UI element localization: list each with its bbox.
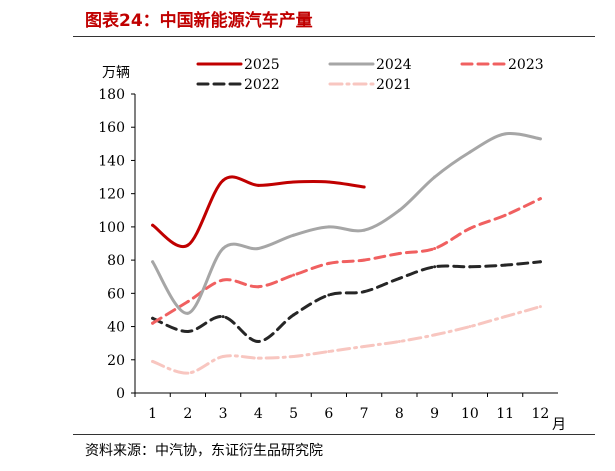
data-point-2022: [186, 330, 190, 334]
legend-label-2024: 2024: [376, 57, 412, 73]
data-point-2021: [468, 325, 472, 329]
data-point-2021: [327, 349, 331, 353]
source-note: 资料来源：中汽协，东证衍生品研究院: [85, 443, 323, 459]
y-tick-label: 40: [107, 320, 125, 336]
data-point-2023: [397, 251, 401, 255]
title-rule: [73, 36, 595, 37]
y-tick-label: 180: [98, 87, 125, 103]
y-tick-label: 140: [98, 153, 125, 169]
legend-label-2022: 2022: [244, 77, 280, 93]
data-point-2021: [221, 354, 225, 358]
data-point-2021: [397, 340, 401, 344]
y-axis-unit-label: 万辆: [102, 65, 130, 81]
data-point-2022: [468, 265, 472, 269]
data-point-2024: [256, 246, 260, 250]
y-tick-label: 0: [116, 386, 125, 402]
data-point-2022: [327, 293, 331, 297]
x-tick-label: 3: [219, 406, 228, 422]
figure-title: 图表24：中国新能源汽车产量: [85, 11, 313, 31]
legend-label-2021: 2021: [376, 77, 412, 93]
data-point-2023: [186, 300, 190, 304]
data-point-2024: [538, 137, 542, 141]
data-point-2023: [503, 213, 507, 217]
series-layer: [151, 131, 542, 375]
x-tick-label: 2: [183, 406, 192, 422]
x-tick-label: 10: [461, 406, 479, 422]
legend-label-2025: 2025: [244, 57, 280, 73]
x-tick-label: 9: [430, 406, 439, 422]
data-point-2024: [397, 208, 401, 212]
data-point-2024: [433, 175, 437, 179]
data-point-2022: [151, 316, 155, 320]
series-line-2023: [151, 197, 542, 325]
y-tick-label: 120: [98, 187, 125, 203]
data-point-2021: [292, 354, 296, 358]
data-point-2025: [292, 180, 296, 184]
chart-legend: 2025 2024 2023 2022 2021: [196, 57, 544, 93]
data-point-2023: [292, 273, 296, 277]
data-point-2022: [292, 313, 296, 317]
x-axis-unit-label: 月: [552, 417, 566, 433]
y-tick-label: 100: [98, 220, 125, 236]
source-rule: [73, 434, 595, 435]
x-tick-label: 6: [324, 406, 333, 422]
data-point-2022: [221, 315, 225, 319]
data-point-2024: [292, 233, 296, 237]
data-point-2025: [256, 183, 260, 187]
y-tick-label: 60: [107, 286, 125, 302]
x-tick-label: 4: [254, 406, 263, 422]
data-point-2022: [538, 260, 542, 264]
y-tick-label: 20: [107, 353, 125, 369]
data-point-2023: [433, 246, 437, 250]
series-line-2021: [151, 305, 542, 375]
data-point-2025: [362, 185, 366, 189]
x-tick-label: 1: [148, 406, 157, 422]
x-tick-label: 7: [360, 406, 369, 422]
y-tick-label: 160: [98, 120, 125, 136]
data-point-2022: [397, 276, 401, 280]
data-point-2021: [151, 359, 155, 363]
data-point-2025: [186, 243, 190, 247]
data-point-2022: [503, 263, 507, 267]
series-line-2022: [151, 260, 542, 344]
x-tick-label: 5: [289, 406, 298, 422]
data-point-2023: [362, 258, 366, 262]
data-point-2025: [221, 178, 225, 182]
data-point-2021: [186, 371, 190, 375]
data-point-2024: [186, 311, 190, 315]
x-tick-label: 11: [496, 406, 514, 422]
data-point-2023: [327, 261, 331, 265]
data-point-2021: [433, 333, 437, 337]
data-point-2024: [327, 225, 331, 229]
data-point-2023: [256, 285, 260, 289]
page-edge: [606, 20, 615, 440]
data-point-2024: [468, 150, 472, 154]
data-point-2023: [221, 278, 225, 282]
series-line-2025: [151, 175, 366, 249]
data-point-2025: [327, 180, 331, 184]
data-point-2023: [468, 227, 472, 231]
data-point-2023: [538, 197, 542, 201]
data-point-2024: [362, 228, 366, 232]
data-point-2024: [503, 132, 507, 136]
data-point-2023: [151, 321, 155, 325]
data-point-2024: [221, 246, 225, 250]
y-tick-label: 80: [107, 253, 125, 269]
x-tick-label: 8: [395, 406, 404, 422]
x-tick-label: 12: [531, 406, 549, 422]
data-point-2021: [538, 305, 542, 309]
data-point-2021: [503, 315, 507, 319]
data-point-2022: [256, 340, 260, 344]
data-point-2021: [256, 356, 260, 360]
data-point-2022: [362, 290, 366, 294]
data-point-2025: [151, 223, 155, 227]
data-point-2021: [362, 344, 366, 348]
legend-label-2023: 2023: [508, 57, 544, 73]
series-line-2024: [151, 131, 542, 315]
data-point-2024: [151, 260, 155, 264]
data-point-2022: [433, 265, 437, 269]
